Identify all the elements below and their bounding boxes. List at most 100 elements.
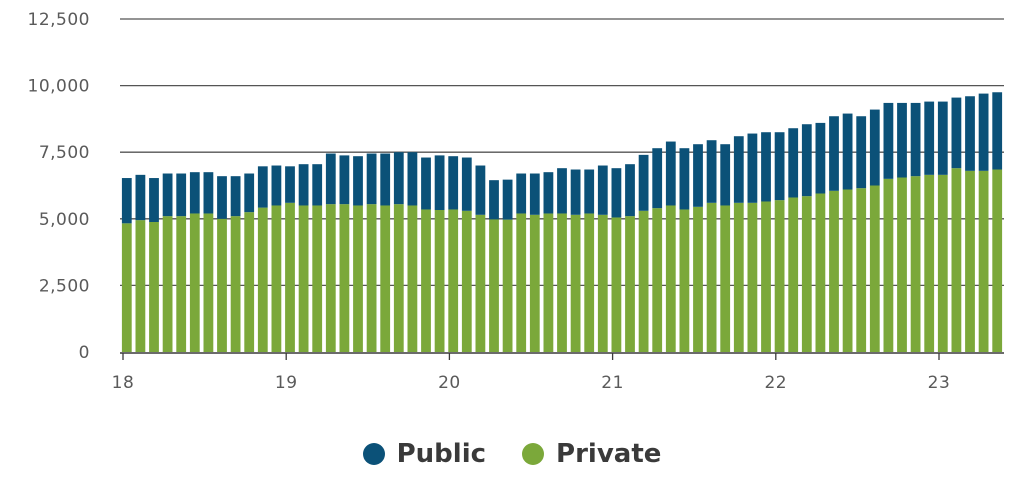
- bar-public: [421, 157, 431, 210]
- bar-private: [611, 217, 622, 352]
- bar-public: [448, 156, 459, 210]
- bar-public: [679, 148, 690, 210]
- bar-public: [149, 178, 159, 222]
- bar-private: [380, 205, 391, 352]
- legend-swatch-public: [362, 443, 385, 465]
- bar-private: [298, 205, 309, 352]
- bar-public: [407, 152, 418, 206]
- bar-public: [910, 102, 921, 177]
- bar-private: [801, 196, 812, 352]
- bar-private: [121, 223, 132, 352]
- bar-public: [951, 97, 962, 169]
- bar-public: [393, 152, 404, 205]
- legend-label-public: Public: [396, 439, 487, 469]
- bar-private: [149, 221, 159, 352]
- bar-public: [380, 153, 391, 206]
- bar-private: [829, 190, 839, 352]
- bar-public: [652, 148, 663, 209]
- bar-private: [434, 210, 445, 352]
- bar-private: [230, 216, 241, 352]
- bar-private: [421, 209, 431, 352]
- bar-private: [815, 193, 826, 352]
- bar-public: [230, 176, 241, 217]
- bar-public: [638, 154, 649, 211]
- bar-public: [162, 173, 173, 217]
- bar-public: [543, 172, 554, 214]
- bar-public: [189, 172, 200, 214]
- bar-public: [829, 116, 839, 191]
- bar-private: [189, 213, 200, 352]
- bar-private: [652, 208, 663, 352]
- bar-public: [203, 172, 214, 214]
- y-tick-label: 12,500: [28, 10, 90, 30]
- bar-private: [693, 206, 703, 352]
- bar-private: [502, 219, 513, 352]
- bar-private: [665, 205, 676, 352]
- bar-public: [339, 155, 350, 205]
- legend-item-public[interactable]: Public: [362, 439, 487, 469]
- bar-public: [353, 156, 363, 206]
- bar-public: [121, 178, 132, 224]
- x-tick-label: 22: [764, 373, 787, 393]
- axes: 0 2,500 5,000 7,500 10,000 12,500 18 19 20 21 22 23: [28, 10, 1004, 393]
- bar-private: [489, 219, 499, 352]
- x-tick-label: 21: [601, 373, 624, 393]
- bar-public: [298, 164, 309, 206]
- bar-public: [856, 116, 867, 189]
- bar-private: [217, 218, 227, 352]
- bar-public: [557, 168, 567, 214]
- bar-private: [543, 213, 554, 352]
- bar-private: [924, 174, 935, 352]
- bar-public: [257, 166, 268, 208]
- y-tick-label: 10,000: [28, 77, 90, 97]
- bar-public: [625, 164, 635, 217]
- legend-item-private[interactable]: Private: [522, 439, 661, 469]
- bar-private: [625, 216, 635, 352]
- bar-public: [774, 132, 785, 201]
- bar-public: [271, 165, 282, 206]
- bar-private: [475, 214, 486, 352]
- bar-private: [407, 205, 418, 352]
- bar-public: [965, 96, 975, 171]
- bar-private: [597, 214, 608, 352]
- bar-private: [733, 202, 744, 352]
- bar-private: [951, 168, 962, 352]
- bar-public: [815, 122, 826, 194]
- bar-public: [720, 144, 731, 206]
- bar-public: [801, 124, 812, 197]
- bar-public: [434, 155, 445, 211]
- bar-public: [516, 173, 527, 214]
- bar-public: [475, 165, 486, 215]
- bar-private: [271, 205, 282, 352]
- bar-private: [937, 174, 948, 352]
- bar-private: [747, 202, 758, 352]
- bar-private: [638, 210, 649, 352]
- bar-private: [679, 209, 690, 352]
- bar-private: [883, 178, 894, 352]
- bar-private: [761, 201, 771, 352]
- y-tick-label: 0: [79, 343, 90, 363]
- bar-public: [842, 113, 853, 190]
- bar-private: [257, 207, 268, 352]
- bar-private: [774, 200, 785, 352]
- bar-public: [733, 136, 744, 203]
- bar-public: [366, 153, 377, 205]
- x-tick-label: 23: [928, 373, 951, 393]
- x-tick-label: 19: [275, 373, 298, 393]
- bar-private: [203, 213, 214, 352]
- bar-public: [665, 141, 676, 206]
- bar-public: [937, 101, 948, 175]
- bar-public: [883, 102, 894, 179]
- bar-public: [597, 165, 608, 215]
- bar-public: [992, 92, 1003, 170]
- bar-private: [516, 213, 527, 352]
- legend-label-private: Private: [556, 439, 662, 469]
- bar-public: [584, 169, 595, 214]
- legend: Public Private: [0, 432, 1024, 476]
- bar-private: [965, 170, 975, 352]
- bar-private: [244, 212, 255, 352]
- bar-public: [978, 93, 989, 171]
- bar-public: [611, 168, 622, 218]
- bar-public: [570, 169, 581, 215]
